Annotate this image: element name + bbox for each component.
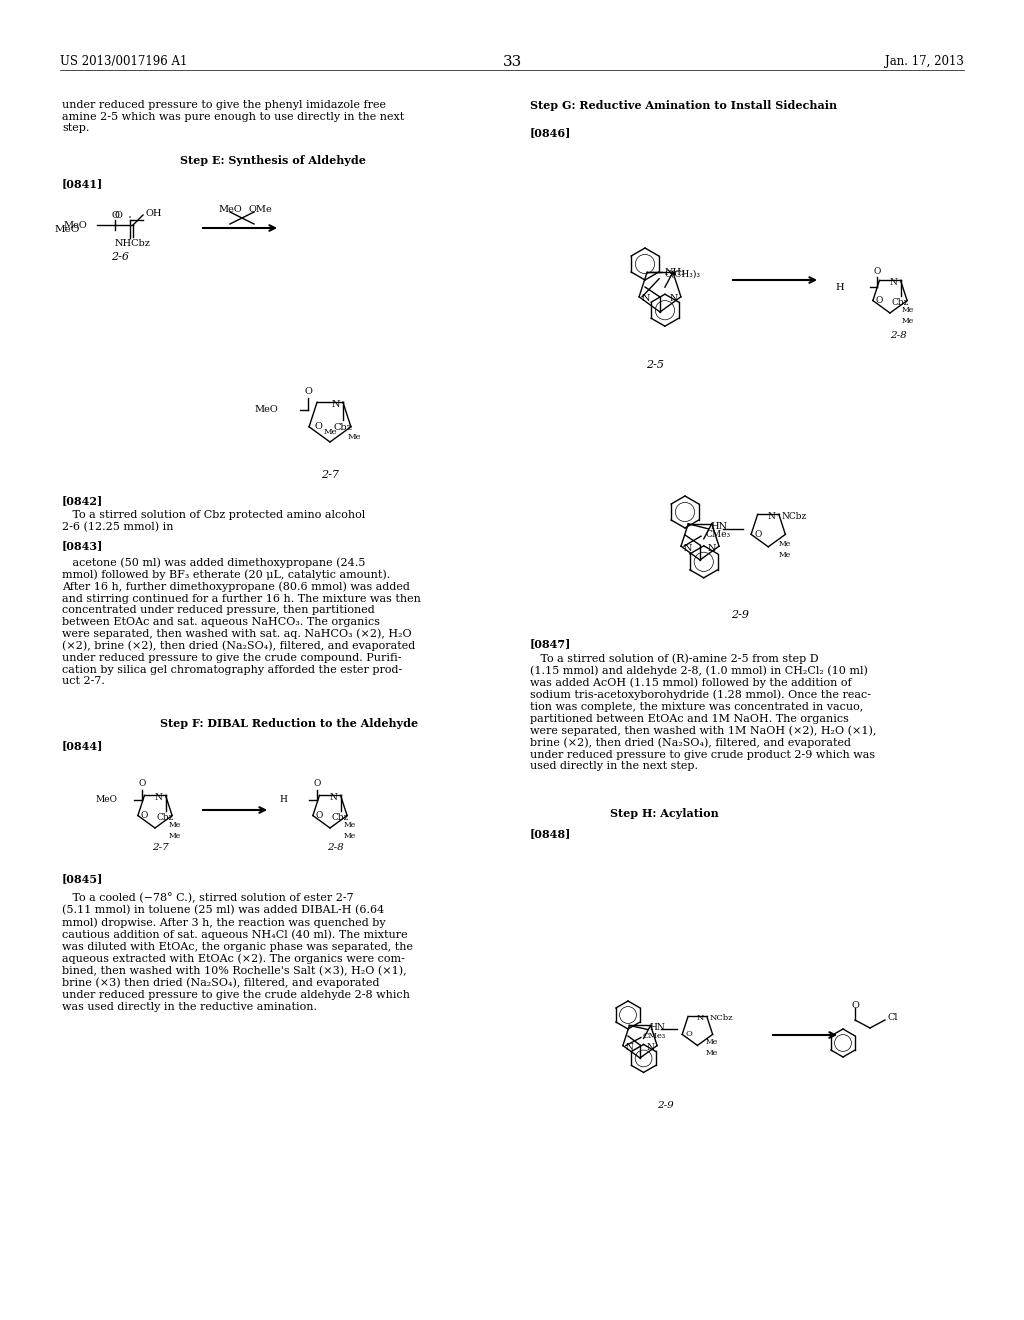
Text: N: N bbox=[626, 1043, 634, 1052]
Text: HN: HN bbox=[711, 523, 727, 532]
Text: O: O bbox=[876, 296, 884, 305]
Text: [0848]: [0848] bbox=[530, 828, 571, 840]
Text: Step F: DIBAL Reduction to the Aldehyde: Step F: DIBAL Reduction to the Aldehyde bbox=[160, 718, 418, 729]
Text: 2-7: 2-7 bbox=[321, 470, 339, 480]
Text: Me: Me bbox=[348, 433, 361, 441]
Text: N: N bbox=[768, 512, 776, 521]
Text: Cbz: Cbz bbox=[892, 298, 909, 308]
Text: [0846]: [0846] bbox=[530, 127, 571, 139]
Text: O: O bbox=[111, 210, 119, 219]
Text: 2-7: 2-7 bbox=[152, 843, 168, 853]
Text: O: O bbox=[685, 1031, 692, 1039]
Text: MeO: MeO bbox=[54, 226, 80, 235]
Text: Step E: Synthesis of Aldehyde: Step E: Synthesis of Aldehyde bbox=[180, 154, 366, 166]
Text: [0847]: [0847] bbox=[530, 638, 571, 649]
Text: [0844]: [0844] bbox=[62, 741, 103, 751]
Text: N: N bbox=[642, 294, 650, 304]
Text: N: N bbox=[890, 279, 898, 286]
Text: O: O bbox=[315, 810, 324, 820]
Text: under reduced pressure to give the phenyl imidazole free
amine 2-5 which was pur: under reduced pressure to give the pheny… bbox=[62, 100, 404, 133]
Text: US 2013/0017196 A1: US 2013/0017196 A1 bbox=[60, 55, 187, 69]
Text: Me: Me bbox=[778, 550, 791, 558]
Text: NHCbz: NHCbz bbox=[115, 239, 151, 248]
Text: H: H bbox=[836, 282, 844, 292]
Text: MeO: MeO bbox=[95, 796, 117, 804]
Text: acetone (50 ml) was added dimethoxypropane (24.5
mmol) followed by BF₃ etherate : acetone (50 ml) was added dimethoxypropa… bbox=[62, 557, 421, 686]
Text: NCbz: NCbz bbox=[710, 1015, 733, 1023]
Text: Me: Me bbox=[706, 1039, 718, 1047]
Text: [0841]: [0841] bbox=[62, 178, 103, 189]
Text: To a stirred solution of Cbz protected amino alcohol
2-6 (12.25 mmol) in: To a stirred solution of Cbz protected a… bbox=[62, 510, 366, 532]
Text: OH: OH bbox=[145, 209, 162, 218]
Text: 2-8: 2-8 bbox=[327, 843, 343, 853]
Text: HN: HN bbox=[649, 1023, 666, 1032]
Text: H: H bbox=[280, 796, 287, 804]
Text: O: O bbox=[754, 529, 762, 539]
Text: CMe₃: CMe₃ bbox=[706, 529, 731, 539]
Text: Me: Me bbox=[902, 306, 914, 314]
Text: Me: Me bbox=[324, 428, 337, 436]
Text: NH₂: NH₂ bbox=[665, 268, 686, 277]
Text: O: O bbox=[138, 780, 145, 788]
Text: N: N bbox=[332, 400, 340, 409]
Text: O: O bbox=[851, 1001, 859, 1010]
Text: Me: Me bbox=[169, 821, 181, 829]
Text: [0842]: [0842] bbox=[62, 495, 103, 506]
Text: O: O bbox=[114, 210, 122, 219]
Text: N: N bbox=[155, 793, 163, 803]
Text: 2-8: 2-8 bbox=[890, 330, 906, 339]
Text: Step G: Reductive Amination to Install Sidechain: Step G: Reductive Amination to Install S… bbox=[530, 100, 838, 111]
Text: N: N bbox=[330, 793, 338, 803]
Text: MeO: MeO bbox=[63, 220, 87, 230]
Text: O: O bbox=[314, 422, 322, 432]
Text: 2-9: 2-9 bbox=[731, 610, 749, 620]
Text: N: N bbox=[670, 294, 678, 304]
Text: N: N bbox=[708, 544, 716, 553]
Text: Me: Me bbox=[778, 540, 791, 548]
Text: Jan. 17, 2013: Jan. 17, 2013 bbox=[885, 55, 964, 69]
Text: Me: Me bbox=[902, 317, 914, 325]
Text: O: O bbox=[304, 388, 312, 396]
Text: CMe₃: CMe₃ bbox=[643, 1031, 666, 1040]
Text: 2-5: 2-5 bbox=[646, 360, 664, 370]
Text: MeO: MeO bbox=[218, 206, 242, 214]
Text: [0843]: [0843] bbox=[62, 540, 103, 550]
Text: 2-6: 2-6 bbox=[111, 252, 129, 261]
Text: Step H: Acylation: Step H: Acylation bbox=[610, 808, 719, 818]
Text: O: O bbox=[313, 780, 321, 788]
Text: Cl: Cl bbox=[888, 1014, 898, 1023]
Text: Me: Me bbox=[706, 1049, 718, 1057]
Text: N: N bbox=[684, 544, 692, 553]
Text: N: N bbox=[696, 1015, 703, 1023]
Text: 33: 33 bbox=[503, 55, 521, 69]
Text: To a stirred solution of (R)-amine 2-5 from step D
(1.15 mmol) and aldehyde 2-8,: To a stirred solution of (R)-amine 2-5 f… bbox=[530, 653, 877, 771]
Text: O: O bbox=[873, 267, 881, 276]
Text: MeO: MeO bbox=[254, 405, 278, 414]
Text: To a cooled (−78° C.), stirred solution of ester 2-7
(5.11 mmol) in toluene (25 : To a cooled (−78° C.), stirred solution … bbox=[62, 894, 413, 1011]
Text: Me: Me bbox=[344, 821, 356, 829]
Text: O: O bbox=[141, 810, 148, 820]
Text: Me: Me bbox=[344, 832, 356, 840]
Text: NCbz: NCbz bbox=[782, 512, 807, 521]
Text: N: N bbox=[646, 1043, 654, 1052]
Text: Cbz: Cbz bbox=[334, 422, 352, 432]
Text: C(CH₃)₃: C(CH₃)₃ bbox=[665, 269, 700, 279]
Text: OMe: OMe bbox=[248, 206, 272, 214]
Text: Me: Me bbox=[169, 832, 181, 840]
Text: Cbz: Cbz bbox=[332, 813, 349, 822]
Text: 2-9: 2-9 bbox=[656, 1101, 674, 1110]
Text: Cbz: Cbz bbox=[157, 813, 174, 822]
Text: [0845]: [0845] bbox=[62, 873, 103, 884]
